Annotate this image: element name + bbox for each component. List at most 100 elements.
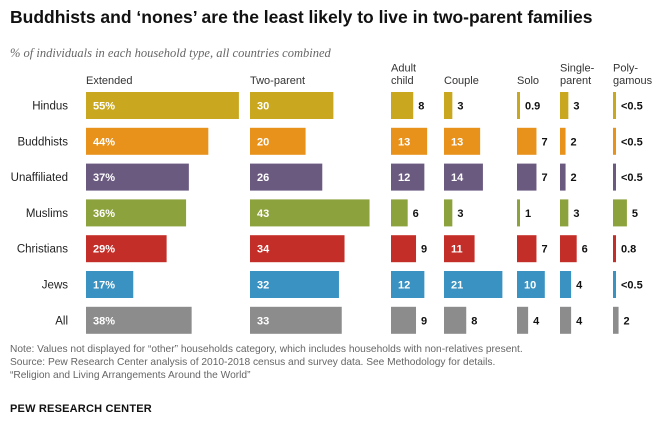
value-label-adult-child-christians: 9 (421, 244, 427, 256)
bar-couple-muslims (444, 199, 453, 227)
bar-single-parent-buddhists (560, 127, 566, 155)
value-label-two-parent-hindus: 30 (257, 101, 269, 113)
column-header-polygamous: gamous (613, 75, 653, 87)
bar-couple-jews (444, 271, 503, 298)
chart-source: Source: Pew Research Center analysis of … (10, 357, 496, 368)
bar-two-parent-all (250, 306, 342, 334)
value-label-single-parent-jews: 4 (576, 280, 583, 292)
value-label-extended-christians: 29% (93, 244, 115, 256)
column-header-adult-child: child (391, 75, 414, 87)
value-label-single-parent-christians: 6 (582, 244, 588, 256)
column-header-extended: Extended (86, 75, 132, 87)
category-label-hindus: Hindus (32, 101, 68, 113)
column-header-solo: Solo (517, 75, 539, 87)
bar-adult-child-jews (391, 271, 425, 298)
bar-solo-jews (517, 271, 545, 298)
column-header-adult-child: Adult (391, 63, 416, 75)
value-label-solo-buddhists: 7 (541, 136, 547, 148)
category-label-christians: Christians (17, 244, 68, 256)
column-header-two-parent: Two-parent (250, 75, 305, 87)
credit-label: PEW RESEARCH CENTER (10, 403, 152, 415)
bar-two-parent-buddhists (250, 127, 306, 155)
value-label-solo-muslims: 1 (525, 208, 531, 220)
value-label-two-parent-all: 33 (257, 315, 269, 327)
value-label-polygamous-buddhists: <0.5 (621, 136, 643, 148)
bar-solo-buddhists (517, 127, 537, 155)
value-label-two-parent-muslims: 43 (257, 208, 269, 220)
bar-adult-child-buddhists (391, 127, 428, 155)
value-label-couple-unaffiliated: 14 (451, 172, 464, 184)
value-label-single-parent-buddhists: 2 (571, 136, 577, 148)
bar-polygamous-hindus (613, 92, 616, 119)
value-label-extended-unaffiliated: 37% (93, 172, 115, 184)
bar-adult-child-unaffiliated (391, 163, 425, 191)
bar-two-parent-christians (250, 235, 345, 263)
value-label-single-parent-hindus: 3 (573, 101, 579, 113)
chart-title: Buddhists and ‘nones’ are the least like… (10, 7, 593, 27)
bar-solo-muslims (517, 199, 520, 227)
value-label-polygamous-unaffiliated: <0.5 (621, 172, 643, 184)
category-label-buddhists: Buddhists (17, 136, 68, 148)
value-label-extended-muslims: 36% (93, 208, 115, 220)
bar-two-parent-jews (250, 271, 339, 298)
bar-solo-all (517, 306, 529, 334)
value-label-single-parent-muslims: 3 (573, 208, 579, 220)
bar-couple-hindus (444, 92, 453, 119)
bar-two-parent-hindus (250, 92, 334, 119)
category-label-unaffiliated: Unaffiliated (11, 172, 68, 184)
value-label-solo-christians: 7 (541, 244, 547, 256)
value-label-polygamous-hindus: <0.5 (621, 101, 643, 113)
value-label-polygamous-christians: 0.8 (621, 244, 636, 256)
value-label-two-parent-christians: 34 (257, 244, 270, 256)
category-label-muslims: Muslims (26, 208, 68, 220)
value-label-solo-jews: 10 (524, 280, 536, 292)
bar-single-parent-muslims (560, 199, 569, 227)
bar-adult-child-christians (391, 235, 417, 263)
bar-extended-buddhists (86, 127, 209, 155)
value-label-extended-jews: 17% (93, 280, 115, 292)
value-label-couple-jews: 21 (451, 280, 463, 292)
value-label-solo-hindus: 0.9 (525, 101, 540, 113)
value-label-extended-all: 38% (93, 315, 115, 327)
value-label-couple-hindus: 3 (457, 101, 463, 113)
category-label-jews: Jews (42, 280, 68, 292)
bar-single-parent-christians (560, 235, 577, 263)
bar-polygamous-christians (613, 235, 616, 263)
bar-polygamous-jews (613, 271, 616, 298)
bar-couple-unaffiliated (444, 163, 483, 191)
bar-solo-christians (517, 235, 537, 263)
value-label-adult-child-unaffiliated: 12 (398, 172, 410, 184)
bar-polygamous-all (613, 306, 619, 334)
column-header-polygamous: Poly- (613, 63, 638, 75)
value-label-couple-buddhists: 13 (451, 136, 463, 148)
bar-extended-hindus (86, 92, 239, 119)
value-label-adult-child-hindus: 8 (418, 101, 424, 113)
value-label-couple-christians: 11 (451, 244, 463, 256)
bar-adult-child-hindus (391, 92, 414, 119)
bar-polygamous-buddhists (613, 127, 616, 155)
bar-extended-jews (86, 271, 134, 298)
chart-note: Note: Values not displayed for “other” h… (10, 344, 523, 355)
value-label-polygamous-all: 2 (624, 315, 630, 327)
column-header-couple: Couple (444, 75, 479, 87)
bar-solo-unaffiliated (517, 163, 537, 191)
value-label-two-parent-jews: 32 (257, 280, 269, 292)
bar-adult-child-all (391, 306, 417, 334)
value-label-polygamous-muslims: 5 (632, 208, 638, 220)
bar-single-parent-hindus (560, 92, 569, 119)
value-label-adult-child-jews: 12 (398, 280, 410, 292)
bar-extended-unaffiliated (86, 163, 189, 191)
bar-solo-hindus (517, 92, 520, 119)
bar-single-parent-all (560, 306, 572, 334)
bar-two-parent-unaffiliated (250, 163, 323, 191)
value-label-solo-all: 4 (533, 315, 540, 327)
value-label-couple-muslims: 3 (457, 208, 463, 220)
value-label-single-parent-all: 4 (576, 315, 583, 327)
column-header-single-parent: Single- (560, 63, 595, 75)
bar-single-parent-unaffiliated (560, 163, 566, 191)
bar-couple-all (444, 306, 467, 334)
value-label-extended-buddhists: 44% (93, 136, 115, 148)
value-label-solo-unaffiliated: 7 (541, 172, 547, 184)
report-title: “Religion and Living Arrangements Around… (10, 370, 251, 381)
